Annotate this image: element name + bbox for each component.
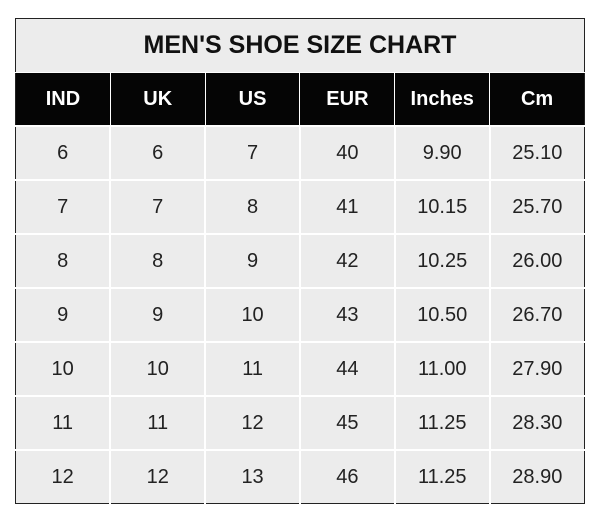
table-cell: 7 [109, 179, 206, 234]
table-cell: 12 [15, 449, 111, 504]
table-cell: 6 [15, 125, 111, 180]
table-cell: 25.10 [488, 125, 585, 180]
table-cell: 10.50 [393, 287, 490, 342]
column-header: Inches [394, 72, 490, 126]
table-cell: 13 [204, 449, 300, 504]
table-cell: 6 [109, 125, 206, 180]
table-cell: 10 [204, 287, 300, 342]
table-cell: 9.90 [393, 125, 490, 180]
table-cell: 27.90 [488, 341, 585, 396]
header-row: IND UK US EUR Inches Cm [15, 72, 585, 126]
table-title: MEN'S SHOE SIZE CHART [15, 18, 585, 73]
table-cell: 11 [15, 395, 111, 450]
table-cell: 10.15 [393, 179, 490, 234]
table-cell: 7 [204, 125, 300, 180]
column-header: US [204, 72, 300, 126]
table-cell: 10 [15, 341, 111, 396]
table-row: 9 9 10 43 10.50 26.70 [15, 287, 585, 342]
table-cell: 25.70 [488, 179, 585, 234]
table-cell: 7 [15, 179, 111, 234]
column-header: UK [109, 72, 206, 126]
table-cell: 11.00 [393, 341, 490, 396]
table-cell: 9 [204, 233, 300, 288]
table-cell: 8 [204, 179, 300, 234]
table-cell: 9 [15, 287, 111, 342]
table-row: 8 8 9 42 10.25 26.00 [15, 233, 585, 288]
table-cell: 46 [298, 449, 395, 504]
table-cell: 11 [109, 395, 206, 450]
table-cell: 9 [109, 287, 206, 342]
table-cell: 12 [204, 395, 300, 450]
table-cell: 41 [298, 179, 395, 234]
table-cell: 28.90 [488, 449, 585, 504]
table-cell: 43 [298, 287, 395, 342]
table-cell: 12 [109, 449, 206, 504]
table-cell: 26.00 [488, 233, 585, 288]
column-header: EUR [299, 72, 395, 126]
table-cell: 11 [204, 341, 300, 396]
table-cell: 40 [298, 125, 395, 180]
table-cell: 10 [109, 341, 206, 396]
table-row: 6 6 7 40 9.90 25.10 [15, 125, 585, 180]
table-cell: 44 [298, 341, 395, 396]
table-cell: 8 [15, 233, 111, 288]
table-cell: 11.25 [393, 449, 490, 504]
column-header: Cm [489, 72, 585, 126]
table-cell: 26.70 [488, 287, 585, 342]
table-cell: 8 [109, 233, 206, 288]
table-cell: 28.30 [488, 395, 585, 450]
shoe-size-table: MEN'S SHOE SIZE CHART IND UK US EUR Inches Cm… [15, 18, 585, 504]
table-cell: 10.25 [393, 233, 490, 288]
table-cell: 45 [298, 395, 395, 450]
table-row: 7 7 8 41 10.15 25.70 [15, 179, 585, 234]
table-cell: 11.25 [393, 395, 490, 450]
table-row: 12 12 13 46 11.25 28.90 [15, 449, 585, 504]
table-cell: 42 [298, 233, 395, 288]
table-row: 11 11 12 45 11.25 28.30 [15, 395, 585, 450]
table-row: 10 10 11 44 11.00 27.90 [15, 341, 585, 396]
column-header: IND [15, 72, 111, 126]
